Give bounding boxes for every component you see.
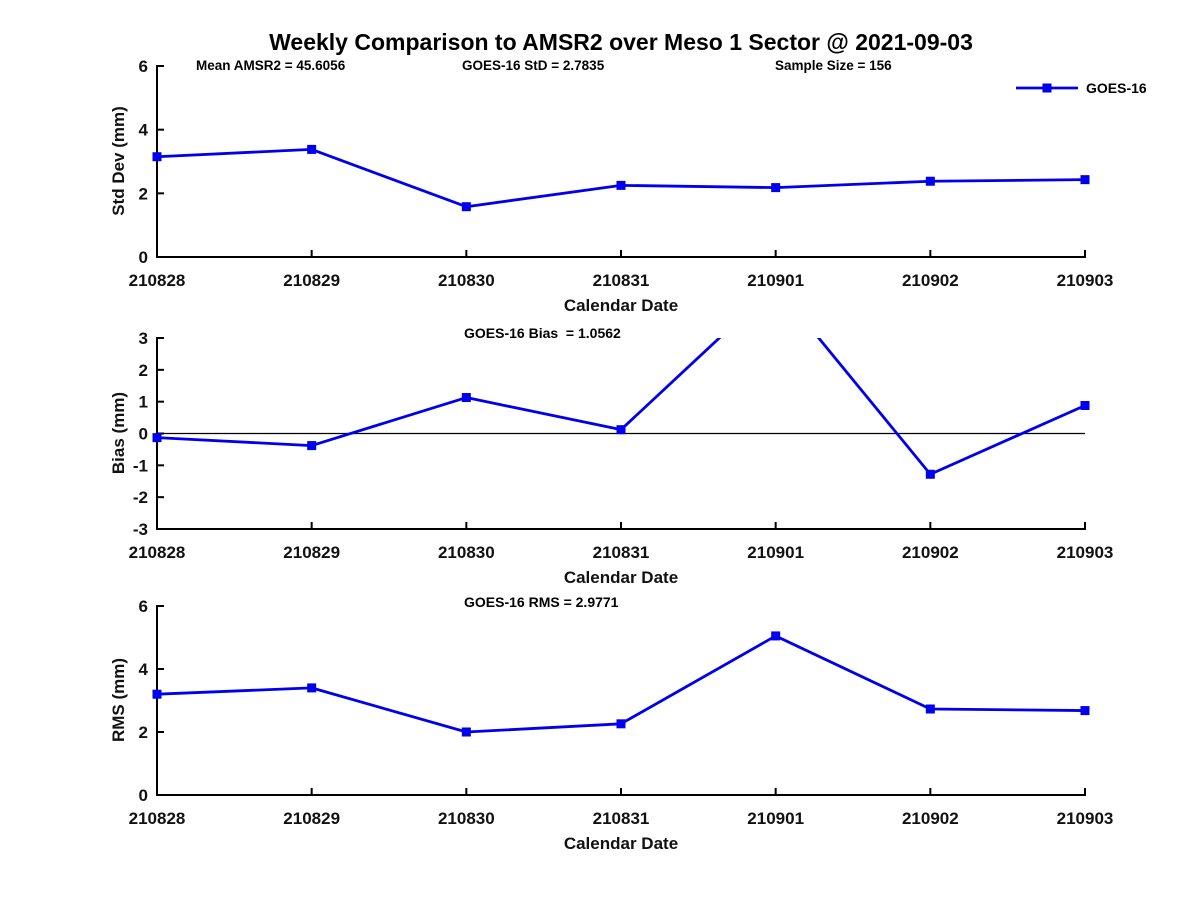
y-tick-label: -1 [133,456,148,475]
xlabel-calendar-date-2: Calendar Date [563,568,679,587]
x-tick-label: 210902 [902,809,959,828]
x-tick-label: 210830 [438,809,495,828]
data-point-marker [925,176,935,186]
x-tick-label: 210901 [747,543,804,562]
data-point-marker [1080,706,1090,716]
data-point-marker [616,425,626,435]
x-tick-label: 210831 [593,271,650,290]
x-tick-label: 210830 [438,271,495,290]
x-tick-label: 210903 [1057,271,1114,290]
data-point-marker [771,183,781,193]
x-tick-label: 210903 [1057,543,1114,562]
annotation-sample-size: Sample Size = 156 [775,58,892,73]
data-point-marker [461,202,471,212]
figure-title: Weekly Comparison to AMSR2 over Meso 1 S… [269,29,973,55]
data-point-marker [616,719,626,729]
series-line [156,634,1086,734]
data-point-marker [307,144,317,154]
data-point-marker [925,469,935,479]
data-point-marker [307,683,317,693]
x-tick-label: 210828 [129,543,186,562]
data-point-marker [152,433,162,443]
x-tick-label: 210901 [747,271,804,290]
annotation-mean-amsr2: Mean AMSR2 = 45.6056 [196,58,346,73]
data-point-marker [771,631,781,641]
annotation-goes16-std: GOES-16 StD = 2.7835 [462,58,605,73]
panel-title-rms: GOES-16 RMS = 2.9771 [464,594,619,610]
x-tick-label: 210829 [283,543,340,562]
data-point-marker [307,441,317,451]
x-tick-label: 210828 [129,271,186,290]
data-point-marker [461,727,471,737]
ylabel-std-dev: Std Dev (mm) [109,106,128,216]
x-tick-label: 210831 [593,543,650,562]
y-tick-label: 4 [139,121,149,140]
y-tick-label: 3 [139,329,148,348]
x-tick-label: 210903 [1057,809,1114,828]
x-tick-label: 210901 [747,809,804,828]
data-point-marker [152,689,162,699]
y-tick-label: 6 [139,597,148,616]
x-tick-label: 210902 [902,271,959,290]
y-tick-label: 6 [139,57,148,76]
xlabel-calendar-date-3: Calendar Date [563,834,679,853]
y-tick-label: 2 [139,184,148,203]
data-point-marker [461,393,471,403]
panel-title-bias: GOES-16 Bias = 1.0562 [464,325,621,341]
panel-std_dev: 0 2 4 6 210828 210829 210830 210831 210901 210902… [129,57,1114,290]
x-tick-label: 210829 [283,809,340,828]
y-tick-label: -3 [133,520,148,539]
y-tick-label: 4 [139,660,149,679]
legend: GOES-16 [1016,79,1147,97]
data-point-marker [1080,175,1090,185]
x-tick-label: 210831 [593,809,650,828]
x-tick-label: 210830 [438,543,495,562]
data-point-marker [1080,400,1090,410]
y-tick-label: 0 [139,425,148,444]
data-point-marker [925,704,935,714]
data-point-marker [616,180,626,190]
y-tick-label: -2 [133,488,148,507]
legend-line-sample [1016,83,1078,93]
legend-label: GOES-16 [1086,80,1147,96]
y-tick-label: 0 [139,248,148,267]
panel-bias: -3 -2 -1 0 1 2 3 210828 210829 210830 210831 210901… [129,329,1114,562]
x-tick-label: 210902 [902,543,959,562]
x-tick-label: 210828 [129,809,186,828]
ylabel-bias: Bias (mm) [109,391,128,475]
x-tick-label: 210829 [283,271,340,290]
y-tick-label: 2 [139,723,148,742]
data-point-marker [152,152,162,162]
panel-rms: 0 2 4 6 210828 210829 210830 210831 210901 210902… [129,597,1114,828]
ylabel-rms: RMS (mm) [109,657,128,743]
series-line [156,148,1086,209]
y-tick-label: 0 [139,786,148,805]
y-tick-label: 2 [139,361,148,380]
y-tick-label: 1 [139,393,148,412]
xlabel-calendar-date-1: Calendar Date [563,296,679,315]
legend-marker-icon [1042,83,1052,93]
